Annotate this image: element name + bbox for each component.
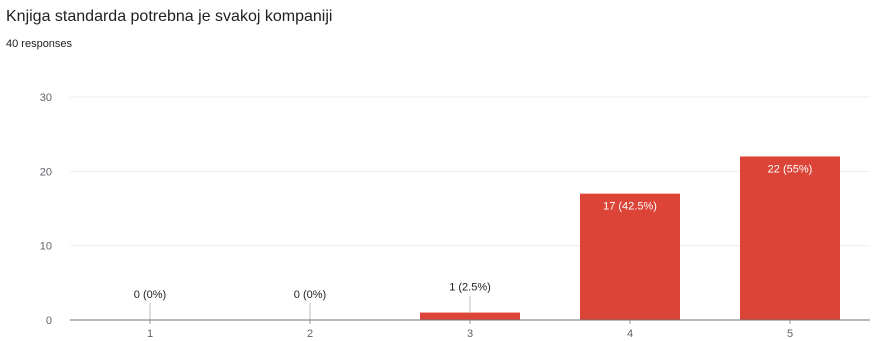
data-label: 17 (42.5%): [603, 201, 657, 213]
data-label: 22 (55%): [768, 163, 813, 175]
x-tick-label: 1: [147, 328, 153, 340]
data-label: 0 (0%): [134, 289, 166, 301]
x-tick-label: 2: [307, 328, 313, 340]
bar: [740, 156, 840, 320]
bar: [420, 312, 520, 320]
chart-title: Knjiga standarda potrebna je svakoj komp…: [6, 8, 333, 25]
x-tick-label: 4: [627, 328, 633, 340]
data-label: 0 (0%): [294, 289, 326, 301]
data-label: 1 (2.5%): [449, 282, 491, 294]
response-count: 40 responses: [6, 38, 73, 50]
x-tick-label: 5: [787, 328, 793, 340]
y-tick-label: 0: [46, 315, 52, 327]
x-tick-label: 3: [467, 328, 473, 340]
y-tick-label: 20: [40, 166, 52, 178]
bar: [580, 193, 680, 320]
y-tick-label: 10: [40, 241, 52, 253]
y-tick-label: 30: [40, 92, 52, 104]
